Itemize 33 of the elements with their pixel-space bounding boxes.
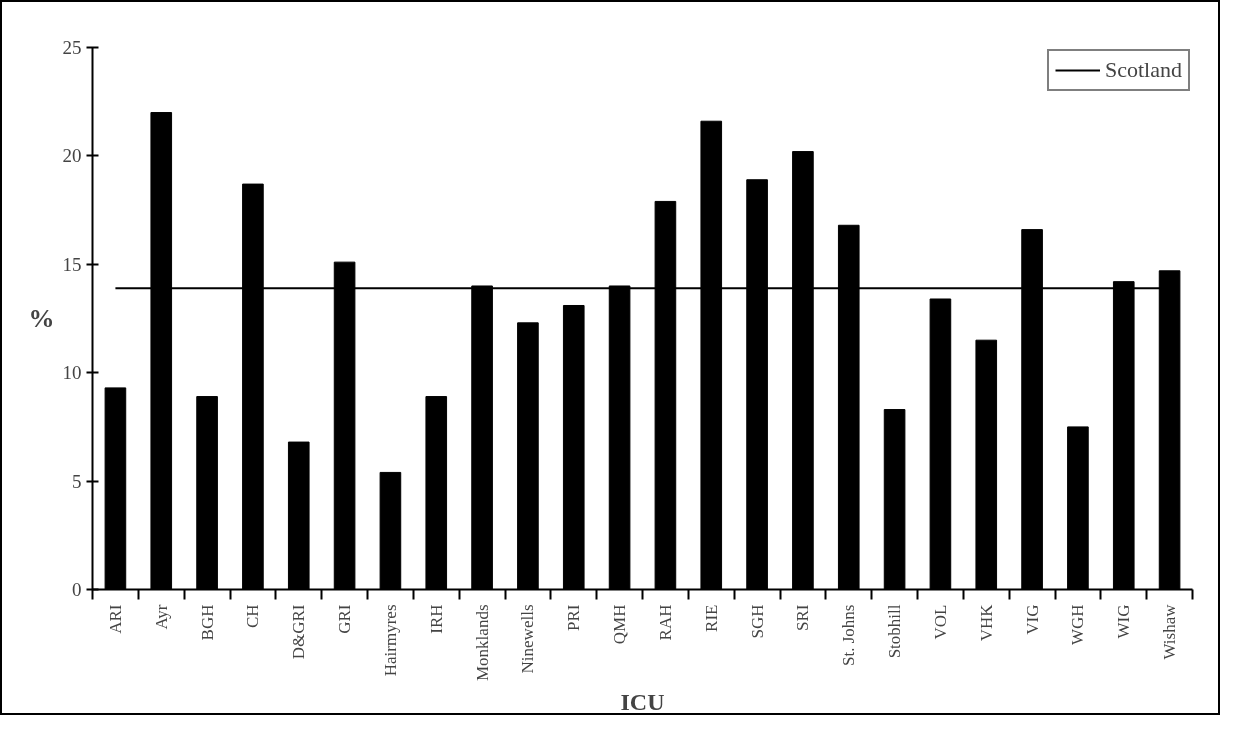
x-tick-label: WIG [1114, 604, 1134, 639]
x-tick-label: Ayr [151, 604, 171, 630]
y-tick-label: 15 [62, 253, 82, 275]
y-tick-label: 10 [62, 362, 82, 384]
y-tick-label: 5 [72, 470, 82, 492]
x-tick-label: VOL [930, 604, 950, 640]
x-tick-label: RAH [655, 604, 675, 641]
x-tick-label: D&GRI [289, 604, 309, 660]
y-tick-label: 25 [62, 37, 82, 58]
y-tick-label: 20 [62, 145, 82, 167]
x-axis-title: ICU [620, 689, 665, 715]
x-tick-label: SGH [747, 604, 767, 639]
x-tick-label: QMH [610, 604, 630, 645]
x-tick-label: Monklands [472, 604, 492, 681]
x-tick-label: SRI [793, 604, 813, 631]
x-tick-label: PRI [564, 604, 584, 631]
x-tick-label: St. Johns [839, 604, 859, 666]
x-tick-label: WGH [1068, 604, 1088, 646]
x-tick-label: CH [243, 604, 263, 629]
x-tick-label: Hairmyres [380, 604, 400, 677]
x-tick-label: RIE [701, 604, 721, 632]
legend-label: Scotland [1105, 57, 1182, 83]
x-tick-label: VHK [976, 603, 996, 642]
y-axis-title: % [28, 304, 55, 333]
x-tick-label: Wishaw [1160, 603, 1180, 660]
x-tick-label: VIG [1022, 604, 1042, 635]
x-tick-label: IRH [426, 604, 446, 634]
x-tick-label: GRI [335, 604, 355, 634]
x-tick-label: Stobhill [885, 604, 905, 659]
x-tick-label: BGH [197, 604, 217, 641]
x-tick-label: ARI [105, 604, 125, 634]
y-tick-label: 0 [72, 579, 82, 600]
x-tick-label: Ninewells [518, 604, 538, 674]
